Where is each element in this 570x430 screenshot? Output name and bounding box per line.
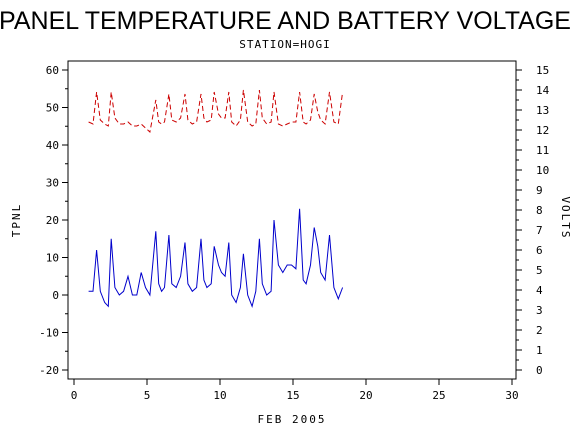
y-left-tick-label: 60 [46,64,59,77]
y-right-tick-label: 13 [536,104,549,117]
y-right-tick-label: 12 [536,124,549,137]
y-right-tick-label: 11 [536,144,549,157]
y-left-tick-label: -10 [39,327,59,340]
x-tick-label: 0 [71,389,78,402]
y-left-tick-label: 30 [46,177,59,190]
x-tick-label: 10 [213,389,226,402]
y-right-tick-label: 9 [536,184,543,197]
panel-temperature-line [88,208,344,308]
y-left-tick-label: 20 [46,214,59,227]
y-right-tick-label: 10 [536,164,549,177]
y-right-tick-label: 2 [536,324,543,337]
y-right-tick-label: 15 [536,64,549,77]
battery-voltage-line [88,89,344,133]
y-right-tick-label: 8 [536,204,543,217]
series-layer [88,89,344,308]
x-tick-label: 20 [359,389,372,402]
plot-frame [67,60,517,380]
y-axis-left-label: TPNL [10,203,23,238]
x-tick-label: 25 [432,389,445,402]
y-left-tick-label: 40 [46,139,59,152]
chart-title: PANEL TEMPERATURE AND BATTERY VOLTAGE [0,7,570,35]
x-tick-label: 30 [505,389,518,402]
y-right-tick-label: 14 [536,84,550,97]
x-tick-label: 15 [286,389,299,402]
y-right-tick-label: 4 [536,284,543,297]
y-right-tick-label: 6 [536,244,543,257]
y-right-tick-label: 0 [536,364,543,377]
y-left-tick-label: 10 [46,252,59,265]
y-right-tick-label: 7 [536,224,543,237]
y-axis-left: -20 -10 0 10 20 30 40 50 60 [39,64,68,377]
y-right-tick-label: 1 [536,344,543,357]
chart-subtitle: STATION=HOGI [239,38,330,51]
y-right-tick-label: 3 [536,304,543,317]
y-axis-right-label: VOLTS [559,196,570,239]
y-left-tick-label: 0 [52,289,59,302]
x-axis: 0 5 10 15 20 25 30 [71,379,519,402]
x-axis-label: FEB 2005 [258,413,327,426]
y-left-tick-label: -20 [39,364,59,377]
x-tick-label: 5 [144,389,151,402]
y-right-tick-label: 5 [536,264,543,277]
y-left-tick-label: 50 [46,102,59,115]
